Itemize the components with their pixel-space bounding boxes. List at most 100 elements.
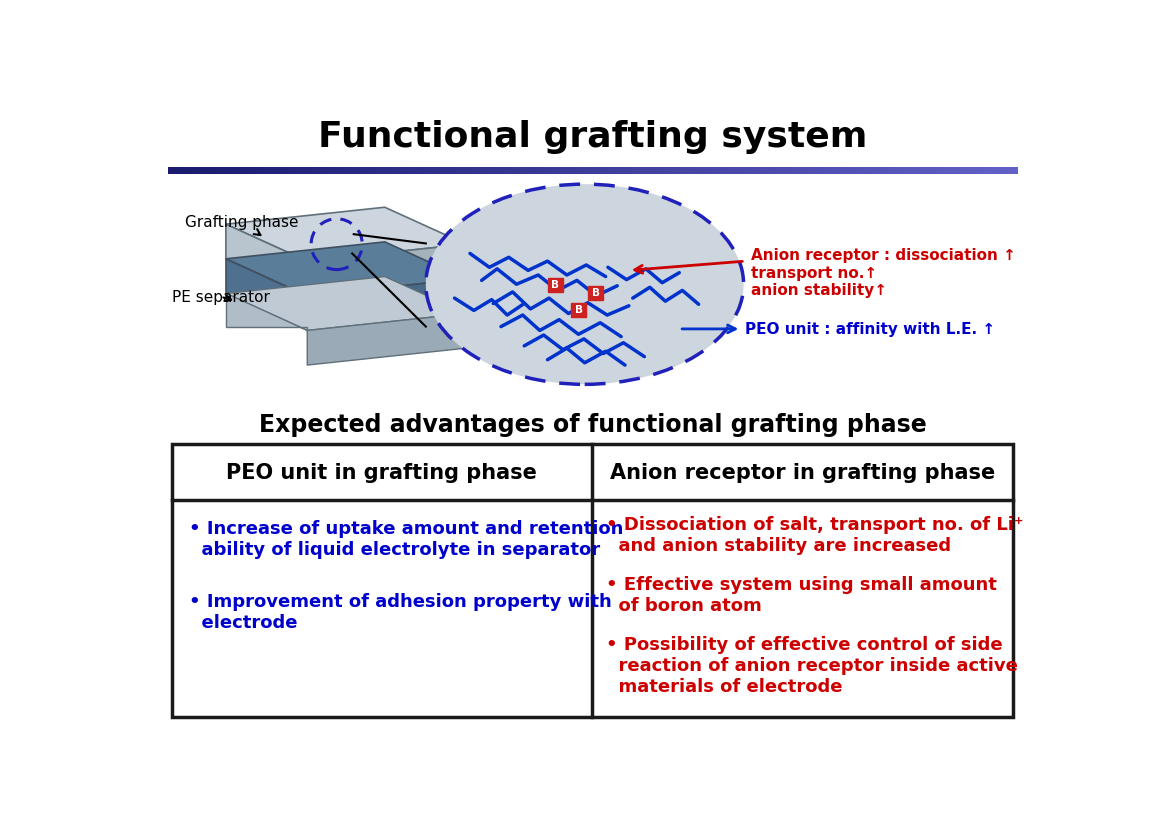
Bar	[310, 168, 312, 175]
Bar	[736, 168, 740, 175]
Bar	[658, 168, 661, 175]
Bar	[701, 168, 703, 175]
Bar	[171, 168, 173, 175]
Text: • Dissociation of salt, transport no. of Li⁺
  and anion stability are increased: • Dissociation of salt, transport no. of…	[606, 516, 1023, 554]
Bar	[842, 168, 845, 175]
Bar	[332, 168, 335, 175]
Bar	[598, 168, 601, 175]
Bar	[652, 168, 655, 175]
Bar	[879, 168, 882, 175]
Bar	[695, 168, 697, 175]
Bar	[468, 168, 472, 175]
Bar	[562, 168, 564, 175]
Bar	[199, 168, 202, 175]
Bar	[740, 168, 743, 175]
Bar	[459, 168, 462, 175]
Bar	[451, 168, 454, 175]
Bar	[1000, 168, 1003, 175]
Bar	[351, 168, 355, 175]
Text: PEO unit : affinity with L.E. ↑: PEO unit : affinity with L.E. ↑	[746, 322, 995, 337]
Bar	[558, 168, 562, 175]
Bar	[383, 168, 386, 175]
Bar	[216, 168, 220, 175]
Bar	[400, 168, 403, 175]
Bar	[697, 168, 701, 175]
Bar	[420, 168, 423, 175]
Bar	[375, 168, 378, 175]
Polygon shape	[225, 208, 466, 262]
Bar	[904, 168, 907, 175]
Bar	[388, 168, 392, 175]
Bar	[998, 168, 1001, 175]
Bar	[824, 168, 828, 175]
Bar	[355, 168, 358, 175]
Text: • Effective system using small amount
  of boron atom: • Effective system using small amount of…	[606, 576, 996, 614]
Bar	[779, 168, 783, 175]
Bar	[935, 168, 939, 175]
Bar	[269, 168, 273, 175]
Bar	[437, 168, 440, 175]
Bar	[734, 168, 738, 175]
Bar	[536, 168, 539, 175]
Bar	[992, 168, 995, 175]
Bar	[207, 168, 210, 175]
Bar	[168, 168, 171, 175]
Text: Anion receptor : dissociation ↑
transport no.↑
anion stability↑: Anion receptor : dissociation ↑ transpor…	[750, 248, 1015, 298]
Bar	[726, 168, 728, 175]
Bar	[818, 168, 822, 175]
Text: Functional grafting system: Functional grafting system	[318, 120, 867, 154]
Bar	[742, 168, 746, 175]
Bar	[488, 168, 491, 175]
Bar	[547, 168, 550, 175]
Bar	[912, 168, 916, 175]
Bar	[890, 168, 892, 175]
Bar	[213, 168, 216, 175]
Bar	[185, 168, 188, 175]
Bar	[480, 168, 482, 175]
Bar	[621, 168, 624, 175]
Bar	[357, 168, 361, 175]
Bar	[279, 168, 281, 175]
Bar	[828, 168, 831, 175]
Bar	[462, 168, 466, 175]
Bar	[720, 168, 724, 175]
Text: B: B	[592, 288, 600, 298]
Bar	[669, 168, 672, 175]
Bar	[275, 168, 279, 175]
Bar	[173, 168, 177, 175]
Ellipse shape	[425, 185, 743, 385]
Polygon shape	[225, 225, 307, 297]
Bar	[496, 168, 499, 175]
Bar	[406, 168, 409, 175]
Bar	[728, 168, 732, 175]
Bar	[343, 168, 347, 175]
Bar	[649, 168, 652, 175]
Bar	[258, 168, 261, 175]
Bar	[428, 168, 431, 175]
Bar	[875, 168, 879, 175]
Bar	[250, 168, 253, 175]
Bar	[499, 168, 502, 175]
Polygon shape	[307, 245, 466, 297]
Bar	[844, 168, 847, 175]
Bar	[230, 168, 234, 175]
Bar	[264, 168, 267, 175]
Bar	[236, 168, 239, 175]
Bar	[1012, 168, 1015, 175]
Bar	[289, 168, 292, 175]
Text: Grafting phase: Grafting phase	[185, 215, 298, 236]
Bar	[295, 168, 298, 175]
Bar	[921, 168, 924, 175]
Text: Expected advantages of functional grafting phase: Expected advantages of functional grafti…	[259, 413, 926, 437]
Bar	[771, 168, 775, 175]
Bar	[434, 168, 437, 175]
Bar	[793, 168, 796, 175]
Bar	[386, 168, 388, 175]
Bar	[181, 168, 185, 175]
Bar	[966, 168, 970, 175]
Bar	[267, 168, 271, 175]
Bar	[855, 168, 859, 175]
Bar	[746, 168, 749, 175]
Bar	[550, 168, 554, 175]
Bar	[253, 168, 255, 175]
